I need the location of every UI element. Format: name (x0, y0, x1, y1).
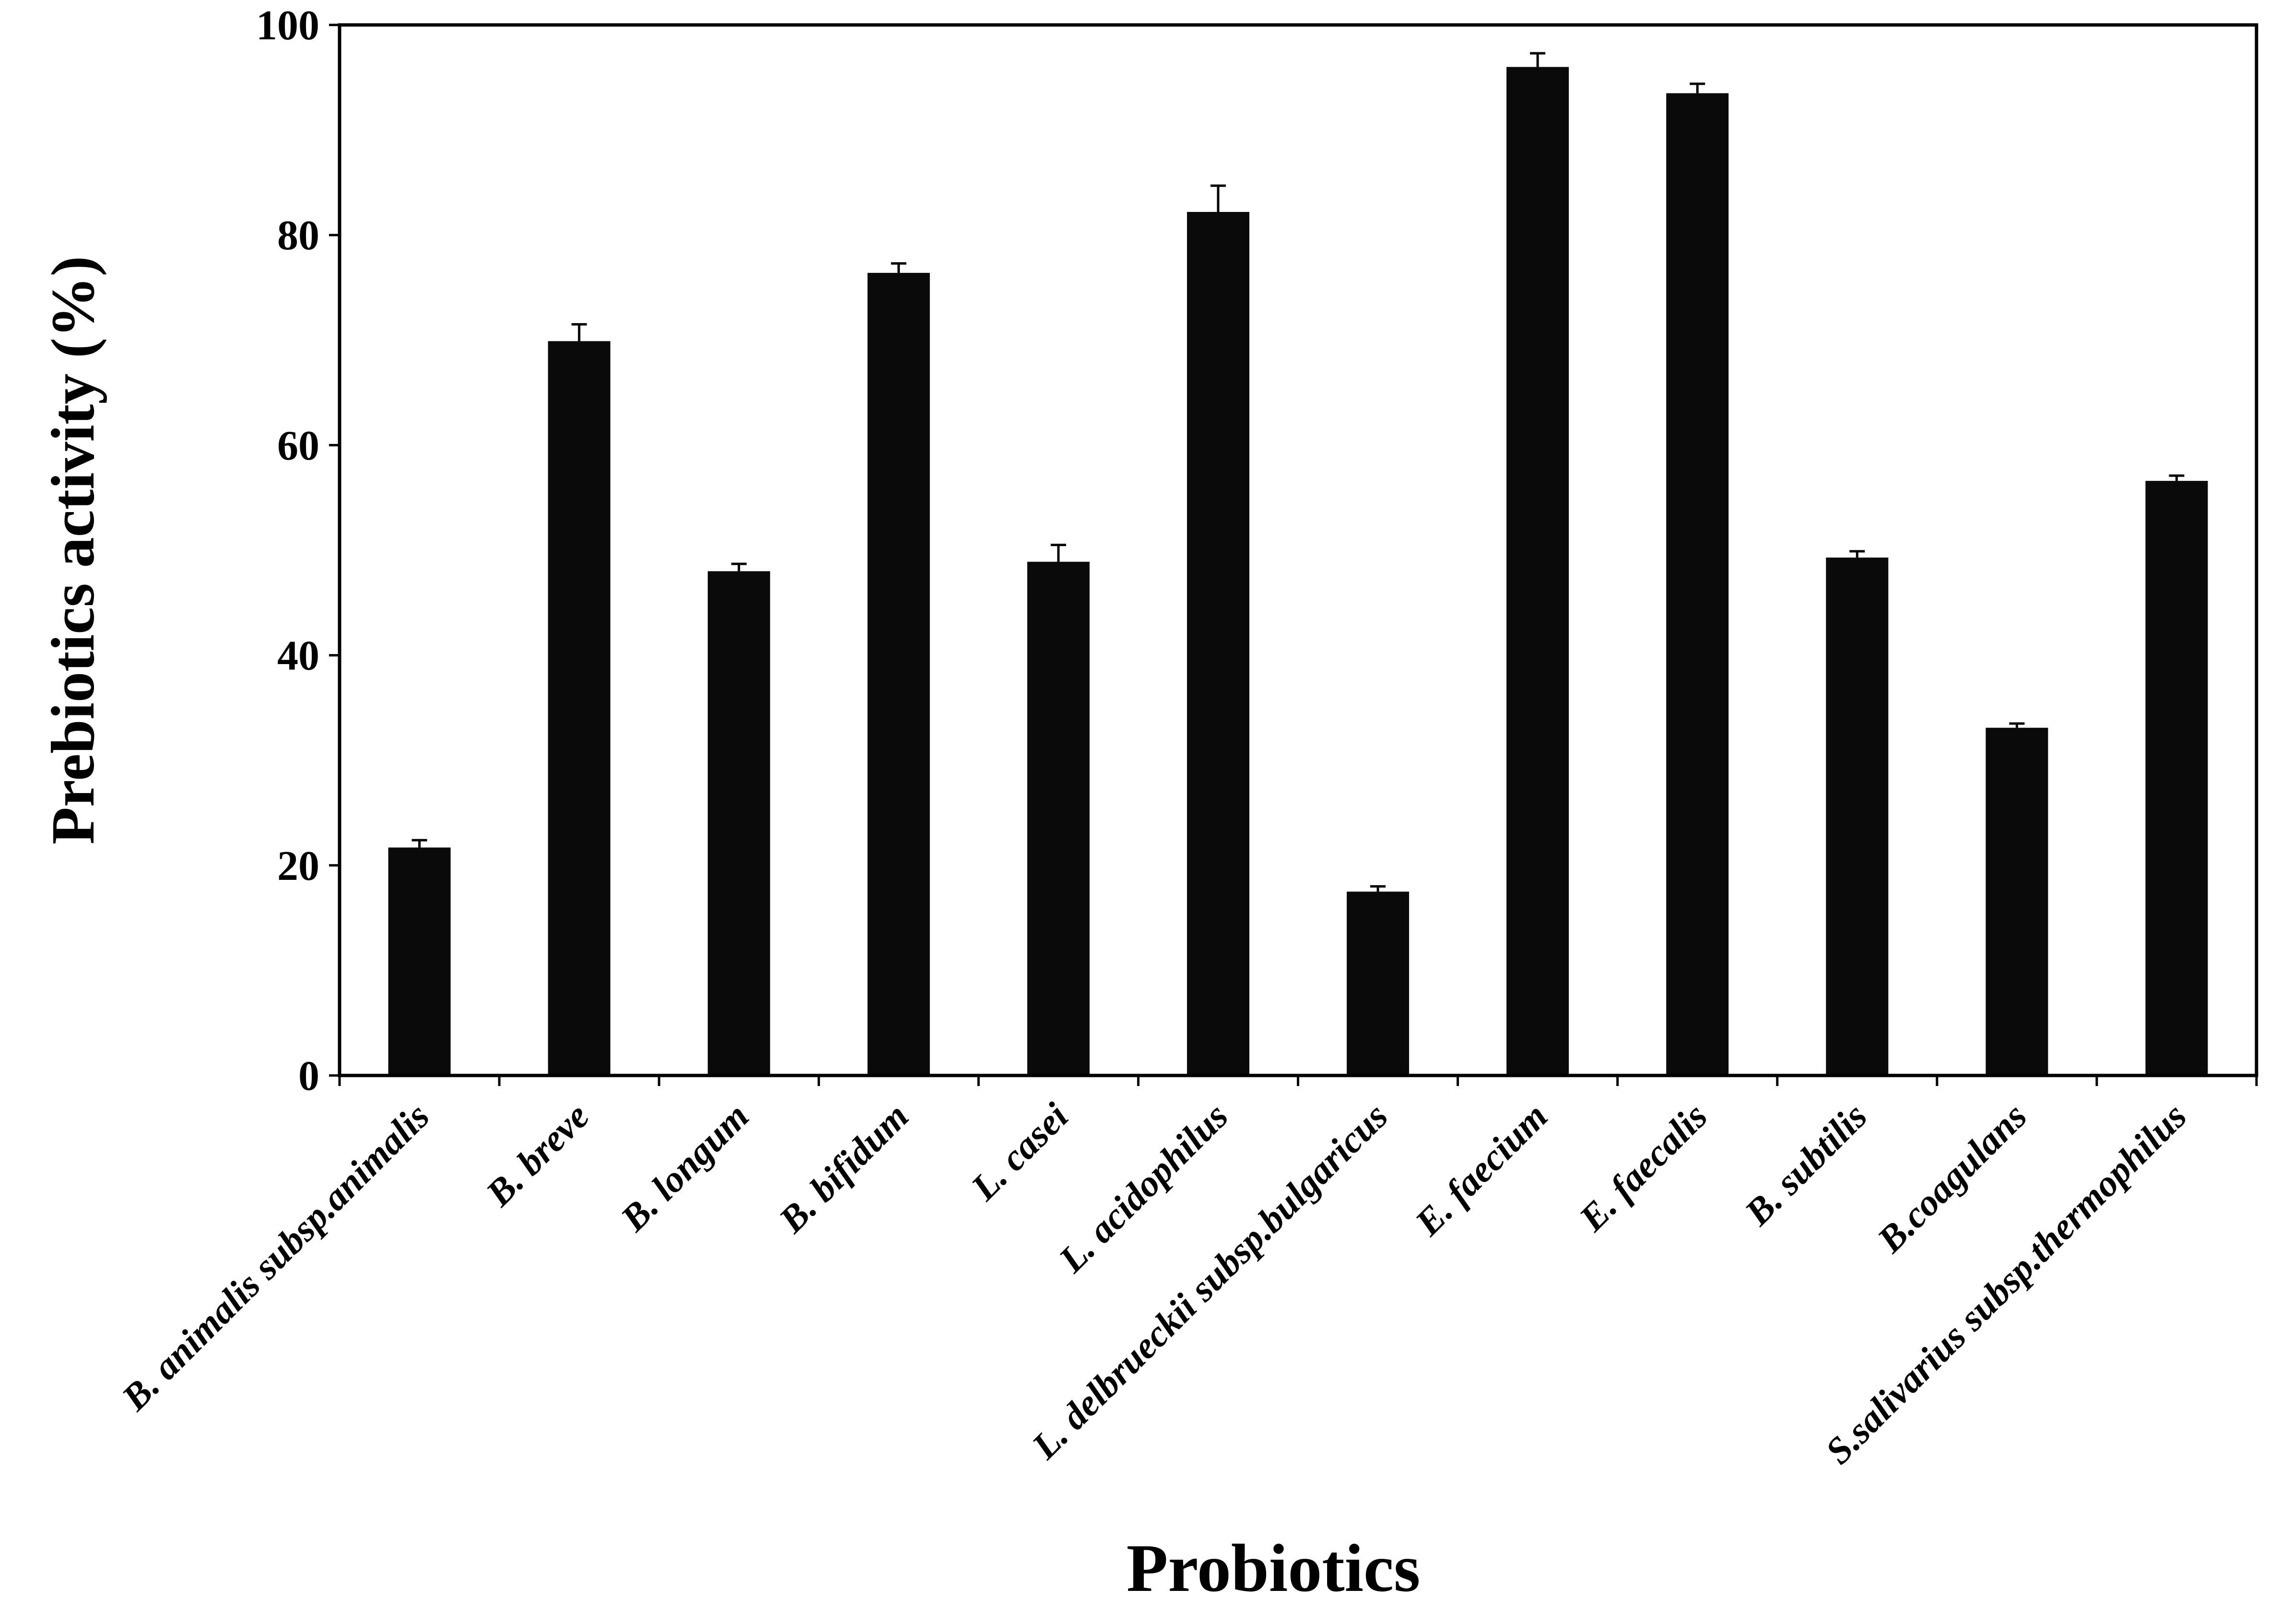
error-bar-5 (1050, 544, 1066, 562)
error-bars-layer (411, 52, 2185, 892)
bar-7 (1347, 891, 1410, 1075)
error-bar-3 (731, 562, 747, 572)
error-bar-4 (891, 262, 906, 273)
error-bar-7 (1370, 885, 1386, 892)
x-category-label: L. casei (963, 1095, 1076, 1208)
y-tick-label: 20 (277, 843, 319, 889)
bar-4 (867, 273, 930, 1076)
x-category-label: B. longum (612, 1095, 756, 1239)
error-bar-10 (1849, 550, 1865, 558)
bar-6 (1187, 211, 1249, 1075)
x-category-label: B. animalis subsp.animalis (113, 1095, 437, 1419)
bar-5 (1027, 561, 1090, 1075)
bar-2 (548, 341, 611, 1076)
x-axis-category-labels: B. animalis subsp.animalis B. breve B. lon… (113, 1095, 2194, 1472)
bar-11 (1986, 727, 2048, 1075)
y-tick-label: 0 (298, 1053, 319, 1099)
y-tick-label: 80 (277, 212, 319, 259)
error-bar-2 (571, 323, 587, 341)
y-tick-label: 40 (277, 633, 319, 679)
x-category-label: B.coagulans (1869, 1095, 2035, 1261)
x-category-label: E. faecium (1407, 1095, 1555, 1244)
error-bar-9 (1690, 82, 1705, 93)
bar-1 (388, 847, 451, 1075)
y-axis-title: Prebiotics activity (%) (39, 256, 107, 845)
bar-8 (1506, 67, 1569, 1076)
bars-layer (388, 67, 2208, 1076)
error-bar-11 (2009, 722, 2025, 728)
y-axis-ticks: 0 20 40 60 80 100 (256, 2, 340, 1099)
x-axis-ticks (338, 1075, 2258, 1086)
plot-area-frame (338, 23, 2258, 1077)
bar-3 (707, 571, 770, 1075)
bar-9 (1666, 93, 1729, 1075)
x-axis-title: Probiotics (1127, 1530, 1421, 1606)
x-category-label: E. faecalis (1571, 1095, 1715, 1239)
x-category-label: B. bifidum (770, 1095, 916, 1241)
x-category-label: B. breve (478, 1095, 597, 1215)
y-tick-label: 60 (277, 422, 319, 469)
y-tick-label: 100 (256, 2, 319, 49)
error-bar-12 (2169, 474, 2185, 481)
error-bar-8 (1530, 52, 1546, 67)
bar-10 (1826, 557, 1889, 1075)
error-bar-6 (1210, 184, 1226, 212)
bar-12 (2145, 480, 2208, 1075)
error-bar-1 (411, 839, 427, 848)
x-category-label: B. subtilis (1736, 1095, 1875, 1234)
